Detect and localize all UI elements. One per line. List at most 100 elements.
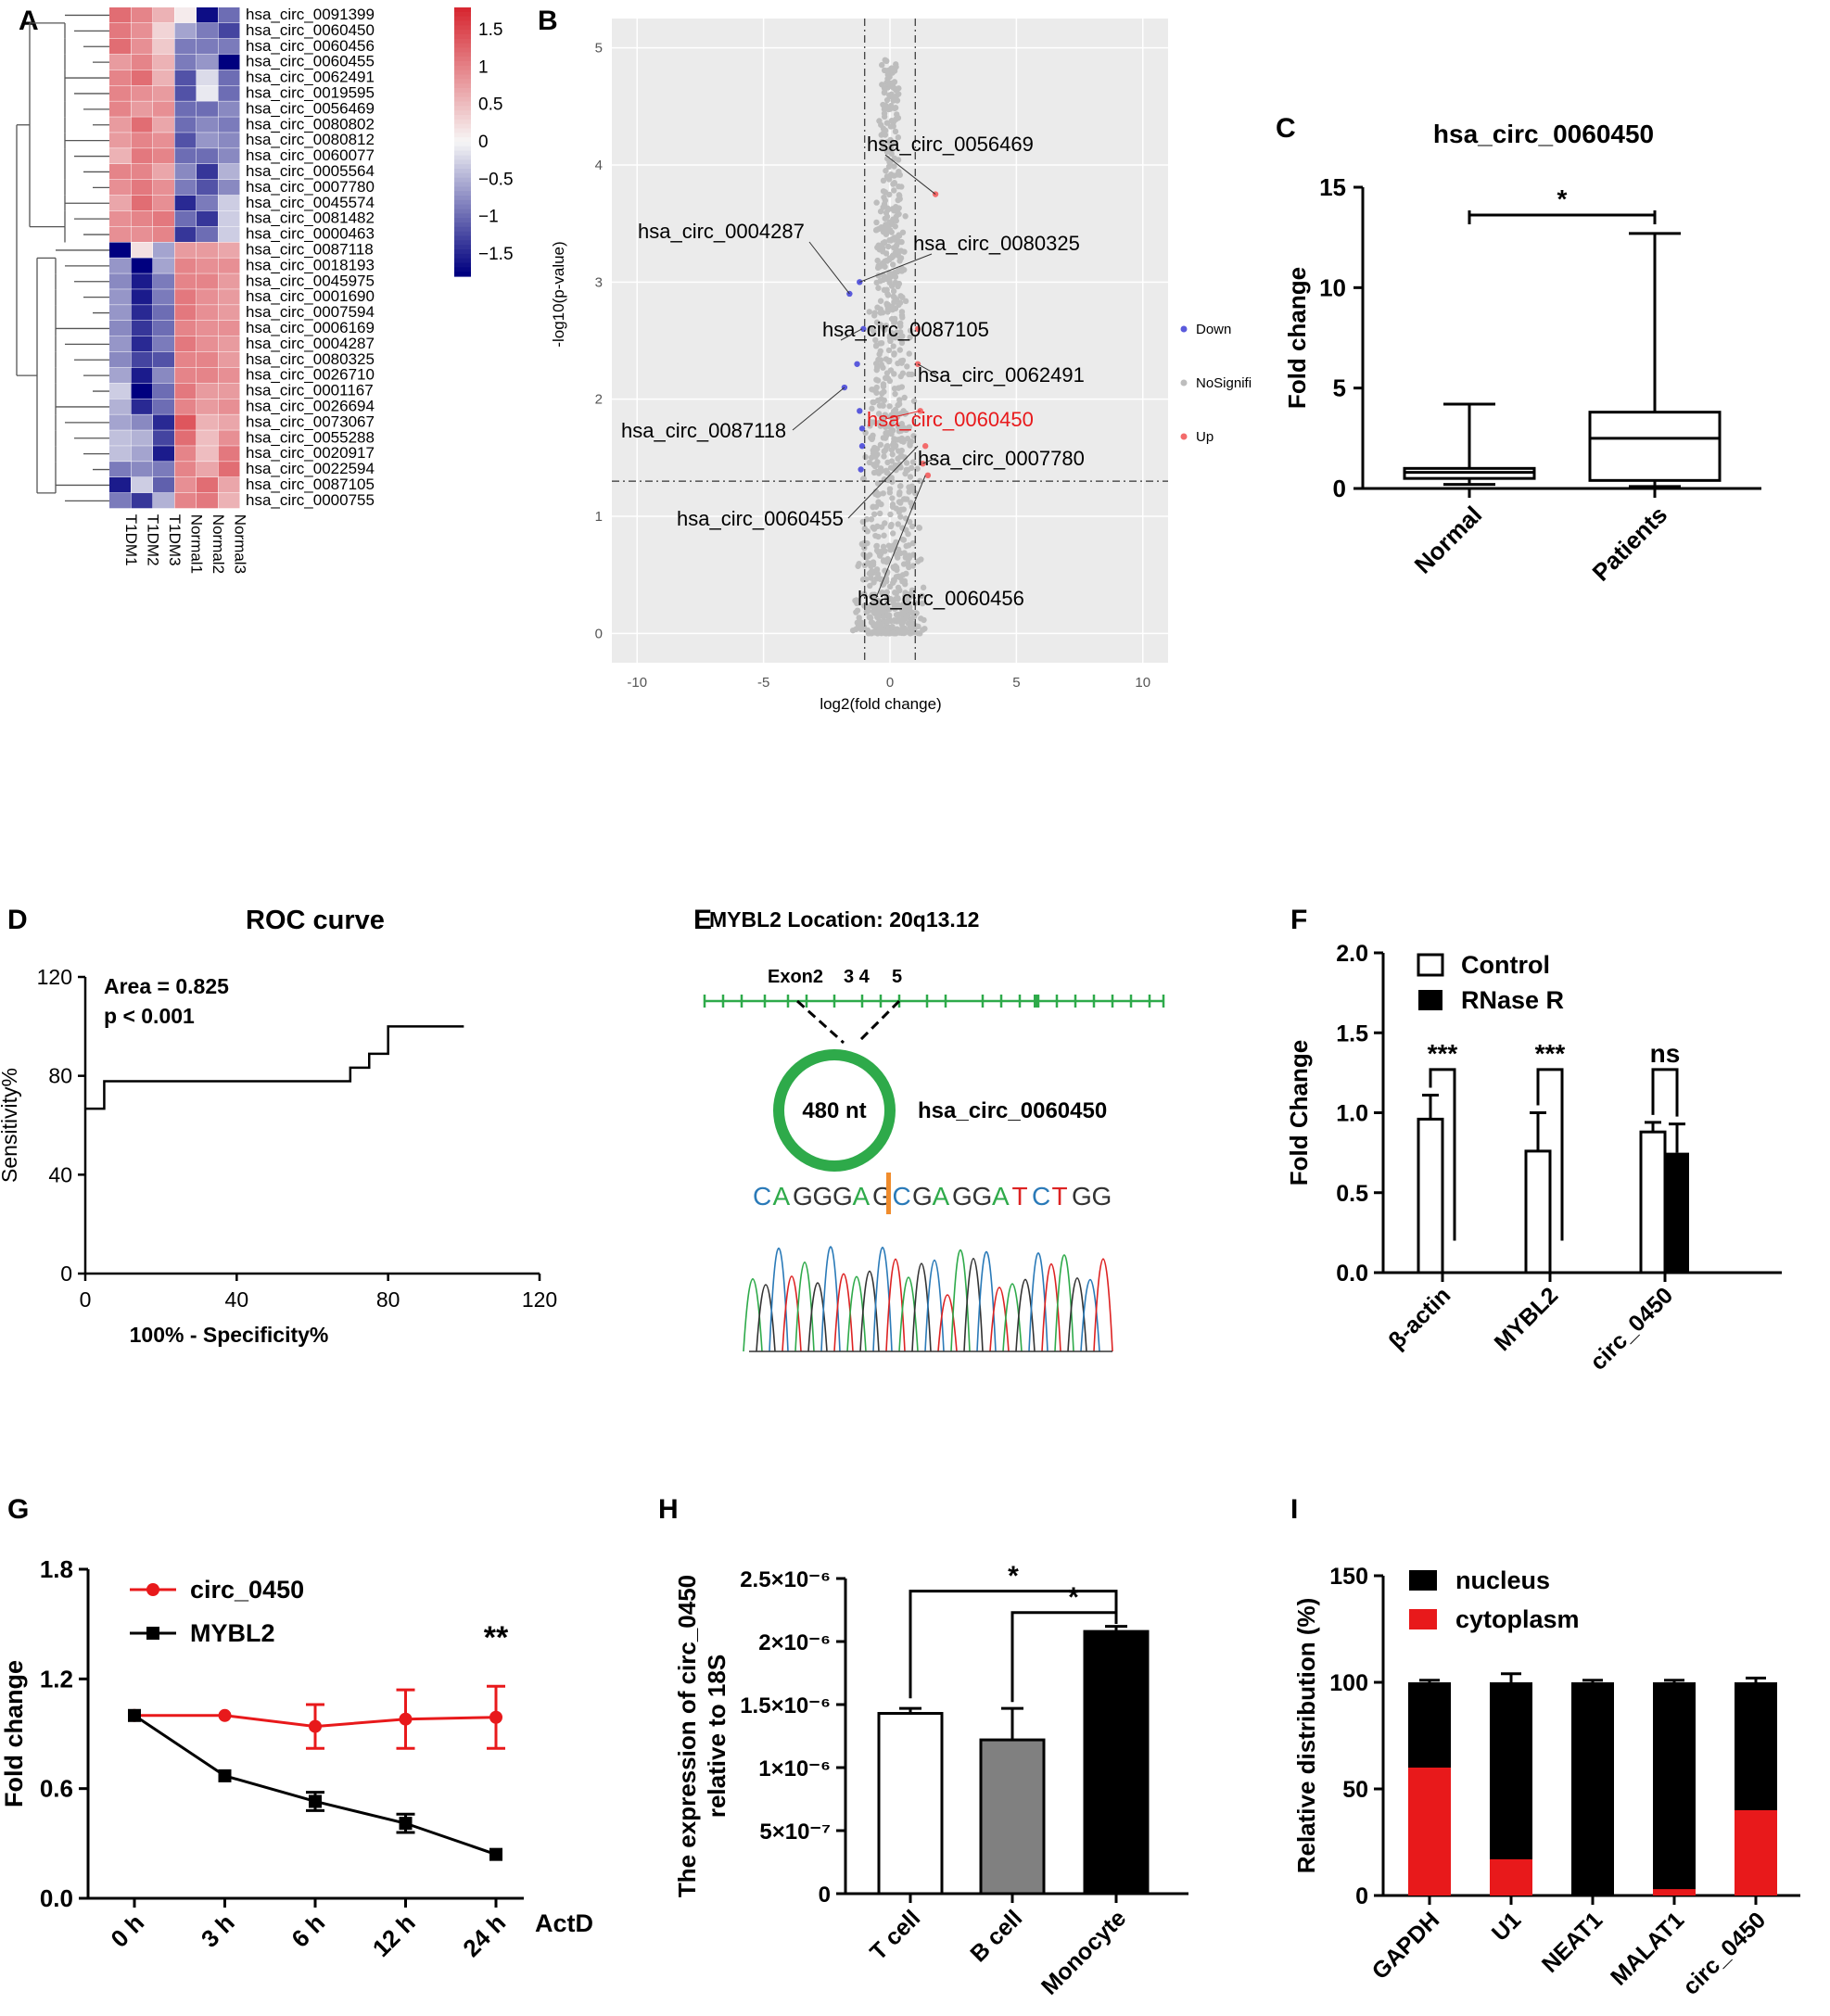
heatmap-cell (109, 289, 131, 305)
nosig-point (894, 111, 900, 118)
heatmap-cell (218, 117, 240, 133)
nosig-point (865, 553, 871, 560)
heatmap-cell (197, 133, 218, 148)
x-tick-label: 10 (1135, 675, 1150, 691)
circrna-name: hsa_circ_0060450 (918, 1098, 1107, 1123)
significance-bracket (909, 1590, 1118, 1699)
heatmap-cell (153, 133, 174, 148)
nosig-point (871, 511, 878, 517)
nosig-point (889, 495, 896, 501)
nosig-point (882, 239, 888, 246)
nosig-point (872, 490, 879, 498)
sequence-base: A (933, 1182, 950, 1211)
up-point (914, 361, 921, 367)
row-label: hsa_circ_0001167 (246, 382, 374, 399)
nosig-point (909, 459, 917, 465)
y-tick-label: 1.0 (1336, 1101, 1368, 1127)
sequence-base: T (1052, 1182, 1068, 1211)
nosig-point (880, 364, 886, 371)
y-tick-label: 5 (1333, 374, 1346, 402)
nosig-point (886, 429, 894, 436)
nosig-point (878, 402, 885, 409)
legend-swatch (454, 16, 471, 22)
nosig-point (896, 183, 902, 190)
nosig-point (870, 399, 876, 406)
legend-tick: −1.5 (478, 245, 514, 264)
chromatogram-peak (1041, 1263, 1061, 1352)
nosig-point (871, 579, 877, 586)
heatmap-cell (131, 226, 153, 242)
heatmap-cell (174, 195, 197, 211)
heatmap-cell (197, 336, 218, 352)
panel-label-h: H (658, 1494, 679, 1525)
legend-tick: −1 (478, 208, 499, 227)
nosig-point (872, 622, 879, 629)
heatmap-cell (218, 492, 240, 509)
row-label: hsa_circ_0000463 (246, 225, 375, 243)
significance-label: * (1557, 184, 1568, 213)
sequence-base: C (753, 1182, 771, 1211)
y-tick-label: 4 (595, 158, 603, 173)
nosig-point (898, 610, 905, 617)
nosig-point (869, 405, 875, 412)
row-label: hsa_circ_0080325 (246, 350, 375, 368)
nosig-point (871, 462, 877, 468)
heatmap-cell (174, 305, 197, 321)
legend-swatch (454, 30, 471, 35)
exon-label: 3 4 (844, 967, 871, 987)
legend-swatch (454, 226, 471, 233)
nosig-point (880, 177, 887, 184)
y-tick-label: 2.0 (1336, 941, 1368, 967)
y-axis-title: relative to 18S (703, 1655, 731, 1818)
nosig-point (889, 261, 896, 268)
nosig-point (883, 286, 890, 293)
heatmap-cell (153, 336, 174, 352)
sequence-base: A (773, 1182, 791, 1211)
heatmap-cell (174, 54, 197, 70)
bar-cytoplasm (1653, 1889, 1696, 1896)
chromatogram-peak (807, 1282, 828, 1352)
nosig-point (919, 600, 926, 607)
panel-g: G 0.0 0.6 1.2 1.8 Fold change 0 h 3 h 6 h 12 h 24… (0, 1474, 649, 2016)
chart-title: ROC curve (246, 906, 385, 935)
sequence-base: G (793, 1182, 813, 1211)
nosig-point (892, 128, 899, 135)
heatmap-cell (197, 305, 218, 321)
sequence-base: A (853, 1182, 871, 1211)
nosig-point (878, 396, 884, 402)
y-axis-title: Relative distribution (%) (1292, 1598, 1320, 1874)
heatmap-cell (153, 273, 174, 289)
legend-swatch (454, 70, 471, 76)
legend-swatch (454, 231, 471, 237)
nosig-point (888, 283, 896, 289)
legend-label: Down (1196, 322, 1231, 337)
heatmap-cell (131, 85, 153, 101)
chromatogram-peak (820, 1246, 841, 1352)
nosig-point (897, 247, 905, 254)
heatmap-cell (197, 7, 218, 23)
nosig-point (896, 193, 903, 199)
chromatogram-peak (1054, 1254, 1074, 1352)
legend-marker (1180, 325, 1188, 333)
nosig-point (896, 615, 902, 622)
nosig-point (867, 423, 873, 429)
annotation-leader (917, 363, 937, 375)
dashed-connector (856, 999, 901, 1045)
legend-swatch (454, 240, 471, 246)
x-axis-title: log2(fold change) (820, 695, 941, 713)
nosig-point (884, 374, 891, 382)
nosig-point (906, 371, 912, 378)
heatmap-cell (153, 210, 174, 227)
heatmap-cell (131, 7, 153, 23)
heatmap-cell (174, 210, 197, 227)
bar-cytoplasm (1408, 1768, 1451, 1896)
row-label: hsa_circ_0060455 (246, 53, 375, 70)
nosig-point (908, 464, 915, 472)
row-label: hsa_circ_0060450 (246, 21, 375, 39)
nosig-point (882, 57, 888, 63)
down-point (858, 425, 866, 432)
nosig-point (900, 506, 907, 513)
nosig-point (891, 163, 897, 170)
legend-marker (1180, 433, 1188, 440)
nosig-point (873, 279, 880, 286)
